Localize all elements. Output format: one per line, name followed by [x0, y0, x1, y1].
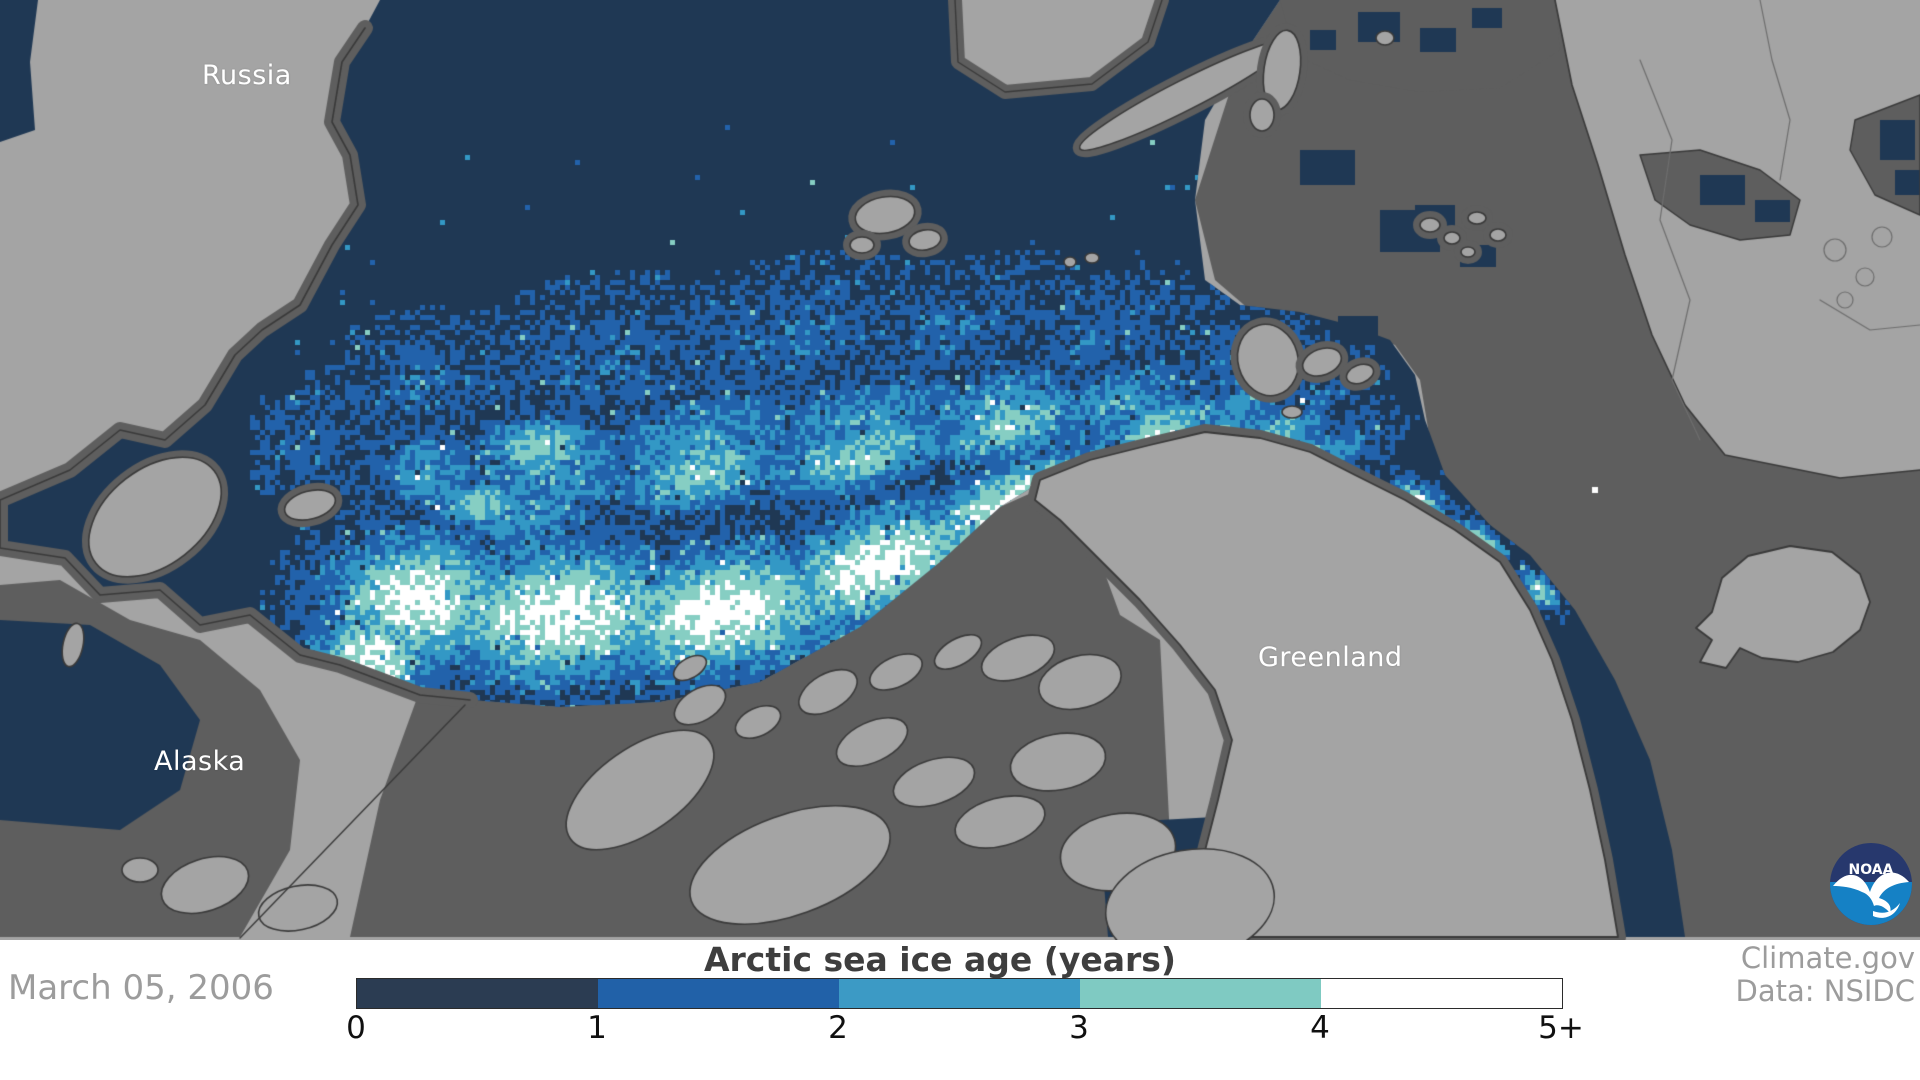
tick-0: 0: [346, 1010, 366, 1046]
colorbar-segment-1-2: [598, 979, 839, 1008]
legend-bar: March 05, 2006 Arctic sea ice age (years…: [0, 940, 1920, 1080]
ice-age-colorbar: [356, 978, 1563, 1009]
tick-5plus: 5+: [1538, 1010, 1584, 1046]
credits: Climate.gov Data: NSIDC: [1736, 942, 1915, 1008]
colorbar-segment-2-3: [839, 979, 1080, 1008]
noaa-logo: NOAA: [1830, 843, 1912, 925]
sea-ice-age-map-canvas: [0, 0, 1920, 940]
tick-3: 3: [1069, 1010, 1089, 1046]
map-label-alaska: Alaska: [154, 746, 246, 777]
date-label: March 05, 2006: [8, 968, 274, 1008]
colorbar-segment-3-4: [1080, 979, 1321, 1008]
colorbar-segment-0-1: [357, 979, 598, 1008]
noaa-bird-icon: [1833, 872, 1909, 913]
tick-1: 1: [587, 1010, 607, 1046]
arctic-map: Russia Alaska Greenland NOAA: [0, 0, 1920, 940]
tick-4: 4: [1310, 1010, 1330, 1046]
noaa-bird-swoosh-icon: [1873, 903, 1900, 918]
legend-title: Arctic sea ice age (years): [703, 940, 1177, 979]
colorbar-segment-4-5: [1321, 979, 1562, 1008]
credit-data-source: Data: NSIDC: [1735, 974, 1915, 1008]
noaa-logo-sea: [1830, 882, 1912, 925]
credit-source: Climate.gov: [1740, 941, 1915, 975]
map-label-greenland: Greenland: [1258, 642, 1403, 673]
map-label-russia: Russia: [202, 60, 292, 91]
noaa-logo-text: NOAA: [1849, 862, 1894, 878]
tick-2: 2: [828, 1010, 848, 1046]
